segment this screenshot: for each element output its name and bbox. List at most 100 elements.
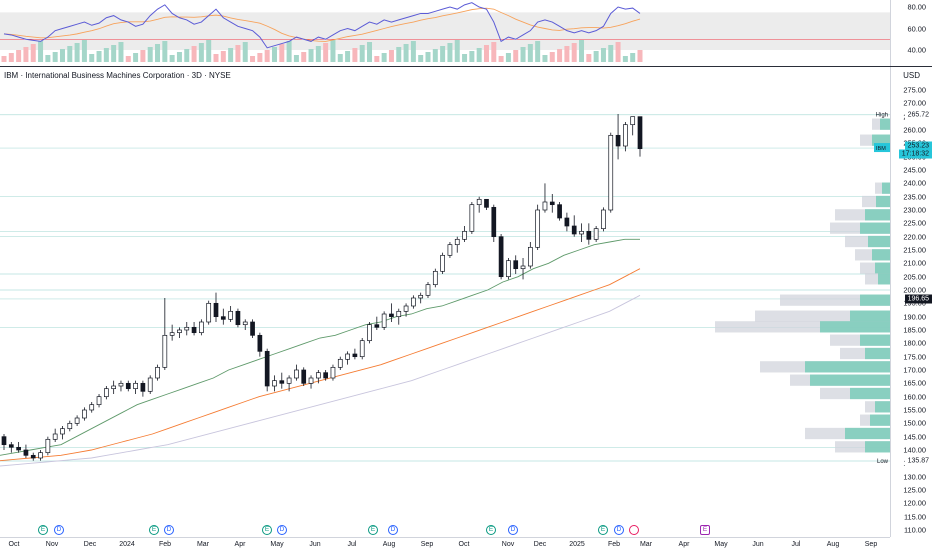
candle[interactable] [272,375,277,392]
candle[interactable] [74,415,80,426]
candle[interactable] [140,380,146,397]
candle[interactable] [506,258,511,280]
candle[interactable] [623,122,628,152]
candle[interactable] [279,372,285,389]
candle[interactable] [352,348,358,360]
future-earnings-event-icon[interactable]: E [700,525,710,535]
candle[interactable] [111,380,117,394]
dividend-event-icon[interactable]: D [614,525,624,535]
candle[interactable] [23,444,29,458]
candle[interactable] [491,204,497,242]
dividend-event-icon[interactable]: D [277,525,287,535]
earnings-event-icon[interactable]: E [262,525,272,535]
candle[interactable] [403,303,409,317]
candle[interactable] [557,202,562,221]
candle[interactable] [367,322,372,344]
candle[interactable] [220,308,226,325]
candle[interactable] [8,442,14,453]
candle[interactable] [527,242,533,269]
pane-separator[interactable] [0,66,932,67]
candle[interactable] [549,194,555,213]
candle[interactable] [294,364,299,381]
rsi-axis[interactable]: 80.00 60.00 40.00 [890,0,932,66]
candle[interactable] [608,132,614,213]
ticker-tag[interactable] [874,143,890,153]
candle[interactable] [89,402,95,413]
candle[interactable] [30,452,36,461]
time-axis[interactable]: Oct Nov Dec 2024 Feb Mar Apr May Jun Jul Aug Sep Oct… [0,537,890,550]
candle[interactable] [257,332,263,357]
candle[interactable] [476,196,482,213]
symbol-title[interactable]: IBM · International Business Machines Co… [4,71,231,80]
candle[interactable] [67,420,73,432]
candle[interactable] [484,198,489,210]
candle[interactable] [374,316,380,330]
candle[interactable] [411,295,416,309]
earnings-event-icon[interactable]: E [149,525,159,535]
candle[interactable] [38,450,43,461]
candle[interactable] [359,338,365,360]
earnings-event-icon[interactable]: E [598,525,608,535]
candle[interactable] [579,223,584,242]
candle[interactable] [447,242,453,258]
candle[interactable] [133,380,138,394]
candle[interactable] [637,116,643,157]
dividend-event-icon[interactable]: D [54,525,64,535]
candle[interactable] [264,348,270,392]
price-pane[interactable]: High Low IBM [0,67,890,537]
price-axis[interactable]: 275.00270.00265.00260.00255.00250.00245.… [890,67,932,537]
candle[interactable] [513,255,519,274]
candle[interactable] [235,308,241,328]
candle[interactable] [199,319,204,336]
candle[interactable] [45,436,51,456]
candle[interactable] [60,426,65,440]
candle[interactable] [228,306,233,322]
split-event-icon[interactable] [629,525,639,535]
candle[interactable] [213,292,219,322]
rsi-pane[interactable] [0,0,890,66]
candle[interactable] [389,303,394,322]
candle[interactable] [191,322,197,336]
dividend-event-icon[interactable]: D [164,525,174,535]
candle[interactable] [103,386,109,400]
candle[interactable] [96,394,102,408]
candle[interactable] [381,311,387,330]
candle[interactable] [330,364,336,381]
candle[interactable] [601,207,606,232]
candle[interactable] [82,407,87,421]
candle[interactable] [615,114,621,160]
candle[interactable] [630,116,636,136]
candle[interactable] [286,375,292,392]
candle[interactable] [169,324,175,341]
candle[interactable] [206,300,212,325]
candle[interactable] [425,282,431,298]
candle[interactable] [469,202,475,234]
candle[interactable] [432,268,438,288]
candle[interactable] [118,380,124,392]
dividend-event-icon[interactable]: D [388,525,398,535]
candle[interactable] [162,298,168,370]
candle[interactable] [315,370,321,384]
candle[interactable] [440,252,445,274]
candle[interactable] [323,370,329,381]
earnings-event-icon[interactable]: E [486,525,496,535]
candle[interactable] [301,367,307,386]
earnings-event-icon[interactable]: E [368,525,378,535]
currency-label[interactable]: USD [903,71,920,80]
candle[interactable] [147,375,153,394]
candle[interactable] [52,428,58,442]
candle[interactable] [535,204,541,250]
candle[interactable] [308,375,314,389]
candle[interactable] [155,364,160,381]
candle[interactable] [177,327,182,338]
candle[interactable] [564,212,570,232]
candle[interactable] [184,322,190,336]
candle[interactable] [462,226,467,242]
candle[interactable] [498,234,504,280]
candle[interactable] [1,434,7,450]
candle[interactable] [586,223,592,245]
candle[interactable] [125,380,131,392]
candle[interactable] [337,356,343,370]
earnings-event-icon[interactable]: E [38,525,48,535]
candle[interactable] [396,308,402,325]
